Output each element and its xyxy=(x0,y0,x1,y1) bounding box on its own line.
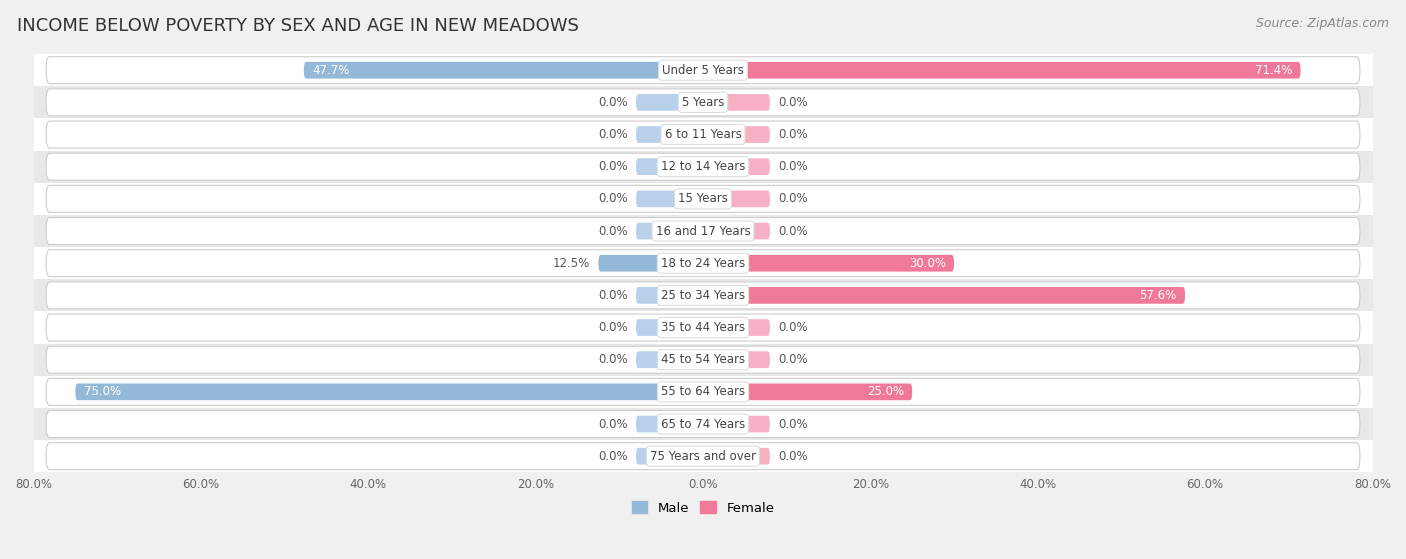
Text: 5 Years: 5 Years xyxy=(682,96,724,109)
Bar xyxy=(34,215,1372,247)
Text: 0.0%: 0.0% xyxy=(598,96,627,109)
FancyBboxPatch shape xyxy=(636,416,703,433)
Bar xyxy=(34,119,1372,150)
FancyBboxPatch shape xyxy=(304,62,703,79)
Text: Under 5 Years: Under 5 Years xyxy=(662,64,744,77)
FancyBboxPatch shape xyxy=(46,250,1360,277)
Text: 0.0%: 0.0% xyxy=(779,225,808,238)
Text: 47.7%: 47.7% xyxy=(312,64,350,77)
Bar xyxy=(34,86,1372,119)
Text: 6 to 11 Years: 6 to 11 Years xyxy=(665,128,741,141)
FancyBboxPatch shape xyxy=(636,319,703,336)
Text: INCOME BELOW POVERTY BY SEX AND AGE IN NEW MEADOWS: INCOME BELOW POVERTY BY SEX AND AGE IN N… xyxy=(17,17,579,35)
FancyBboxPatch shape xyxy=(703,416,770,433)
Text: 0.0%: 0.0% xyxy=(779,128,808,141)
FancyBboxPatch shape xyxy=(46,121,1360,148)
FancyBboxPatch shape xyxy=(636,222,703,239)
FancyBboxPatch shape xyxy=(46,153,1360,180)
FancyBboxPatch shape xyxy=(599,255,703,272)
Text: 30.0%: 30.0% xyxy=(908,257,946,269)
FancyBboxPatch shape xyxy=(46,89,1360,116)
FancyBboxPatch shape xyxy=(703,352,770,368)
Text: 0.0%: 0.0% xyxy=(779,96,808,109)
Text: 0.0%: 0.0% xyxy=(779,449,808,463)
FancyBboxPatch shape xyxy=(703,319,770,336)
Bar xyxy=(34,247,1372,280)
Text: 0.0%: 0.0% xyxy=(598,160,627,173)
Text: 0.0%: 0.0% xyxy=(598,449,627,463)
Text: 0.0%: 0.0% xyxy=(598,353,627,366)
FancyBboxPatch shape xyxy=(636,448,703,465)
Text: 25 to 34 Years: 25 to 34 Years xyxy=(661,289,745,302)
FancyBboxPatch shape xyxy=(46,443,1360,470)
FancyBboxPatch shape xyxy=(703,94,770,111)
FancyBboxPatch shape xyxy=(636,94,703,111)
Text: 0.0%: 0.0% xyxy=(598,225,627,238)
FancyBboxPatch shape xyxy=(46,217,1360,244)
Text: 0.0%: 0.0% xyxy=(779,160,808,173)
Text: 75.0%: 75.0% xyxy=(84,385,121,399)
Text: 65 to 74 Years: 65 to 74 Years xyxy=(661,418,745,430)
FancyBboxPatch shape xyxy=(636,158,703,175)
FancyBboxPatch shape xyxy=(703,255,955,272)
Bar xyxy=(34,376,1372,408)
FancyBboxPatch shape xyxy=(46,56,1360,84)
Text: 71.4%: 71.4% xyxy=(1254,64,1292,77)
Legend: Male, Female: Male, Female xyxy=(626,496,780,520)
FancyBboxPatch shape xyxy=(76,383,703,400)
Text: 0.0%: 0.0% xyxy=(779,418,808,430)
FancyBboxPatch shape xyxy=(636,191,703,207)
Text: 0.0%: 0.0% xyxy=(598,192,627,205)
Text: 45 to 54 Years: 45 to 54 Years xyxy=(661,353,745,366)
FancyBboxPatch shape xyxy=(46,314,1360,341)
Bar xyxy=(34,311,1372,344)
FancyBboxPatch shape xyxy=(703,126,770,143)
FancyBboxPatch shape xyxy=(703,287,1185,304)
Text: 0.0%: 0.0% xyxy=(598,289,627,302)
Text: 16 and 17 Years: 16 and 17 Years xyxy=(655,225,751,238)
FancyBboxPatch shape xyxy=(46,378,1360,405)
Text: 18 to 24 Years: 18 to 24 Years xyxy=(661,257,745,269)
Bar xyxy=(34,440,1372,472)
Text: 0.0%: 0.0% xyxy=(598,418,627,430)
Text: 0.0%: 0.0% xyxy=(779,353,808,366)
FancyBboxPatch shape xyxy=(636,352,703,368)
Text: 35 to 44 Years: 35 to 44 Years xyxy=(661,321,745,334)
Bar xyxy=(34,150,1372,183)
Bar xyxy=(34,54,1372,86)
Bar xyxy=(34,344,1372,376)
Text: 12.5%: 12.5% xyxy=(553,257,591,269)
Text: 57.6%: 57.6% xyxy=(1139,289,1177,302)
Text: 25.0%: 25.0% xyxy=(866,385,904,399)
Text: 55 to 64 Years: 55 to 64 Years xyxy=(661,385,745,399)
FancyBboxPatch shape xyxy=(703,191,770,207)
Text: Source: ZipAtlas.com: Source: ZipAtlas.com xyxy=(1256,17,1389,30)
FancyBboxPatch shape xyxy=(46,186,1360,212)
FancyBboxPatch shape xyxy=(636,126,703,143)
FancyBboxPatch shape xyxy=(636,287,703,304)
Text: 0.0%: 0.0% xyxy=(598,321,627,334)
Text: 75 Years and over: 75 Years and over xyxy=(650,449,756,463)
FancyBboxPatch shape xyxy=(703,62,1301,79)
Text: 12 to 14 Years: 12 to 14 Years xyxy=(661,160,745,173)
FancyBboxPatch shape xyxy=(703,383,912,400)
Bar xyxy=(34,183,1372,215)
Bar xyxy=(34,280,1372,311)
Text: 15 Years: 15 Years xyxy=(678,192,728,205)
Text: 0.0%: 0.0% xyxy=(598,128,627,141)
FancyBboxPatch shape xyxy=(46,346,1360,373)
FancyBboxPatch shape xyxy=(703,222,770,239)
FancyBboxPatch shape xyxy=(703,158,770,175)
FancyBboxPatch shape xyxy=(703,448,770,465)
FancyBboxPatch shape xyxy=(46,282,1360,309)
FancyBboxPatch shape xyxy=(46,410,1360,438)
Bar xyxy=(34,408,1372,440)
Text: 0.0%: 0.0% xyxy=(779,321,808,334)
Text: 0.0%: 0.0% xyxy=(779,192,808,205)
